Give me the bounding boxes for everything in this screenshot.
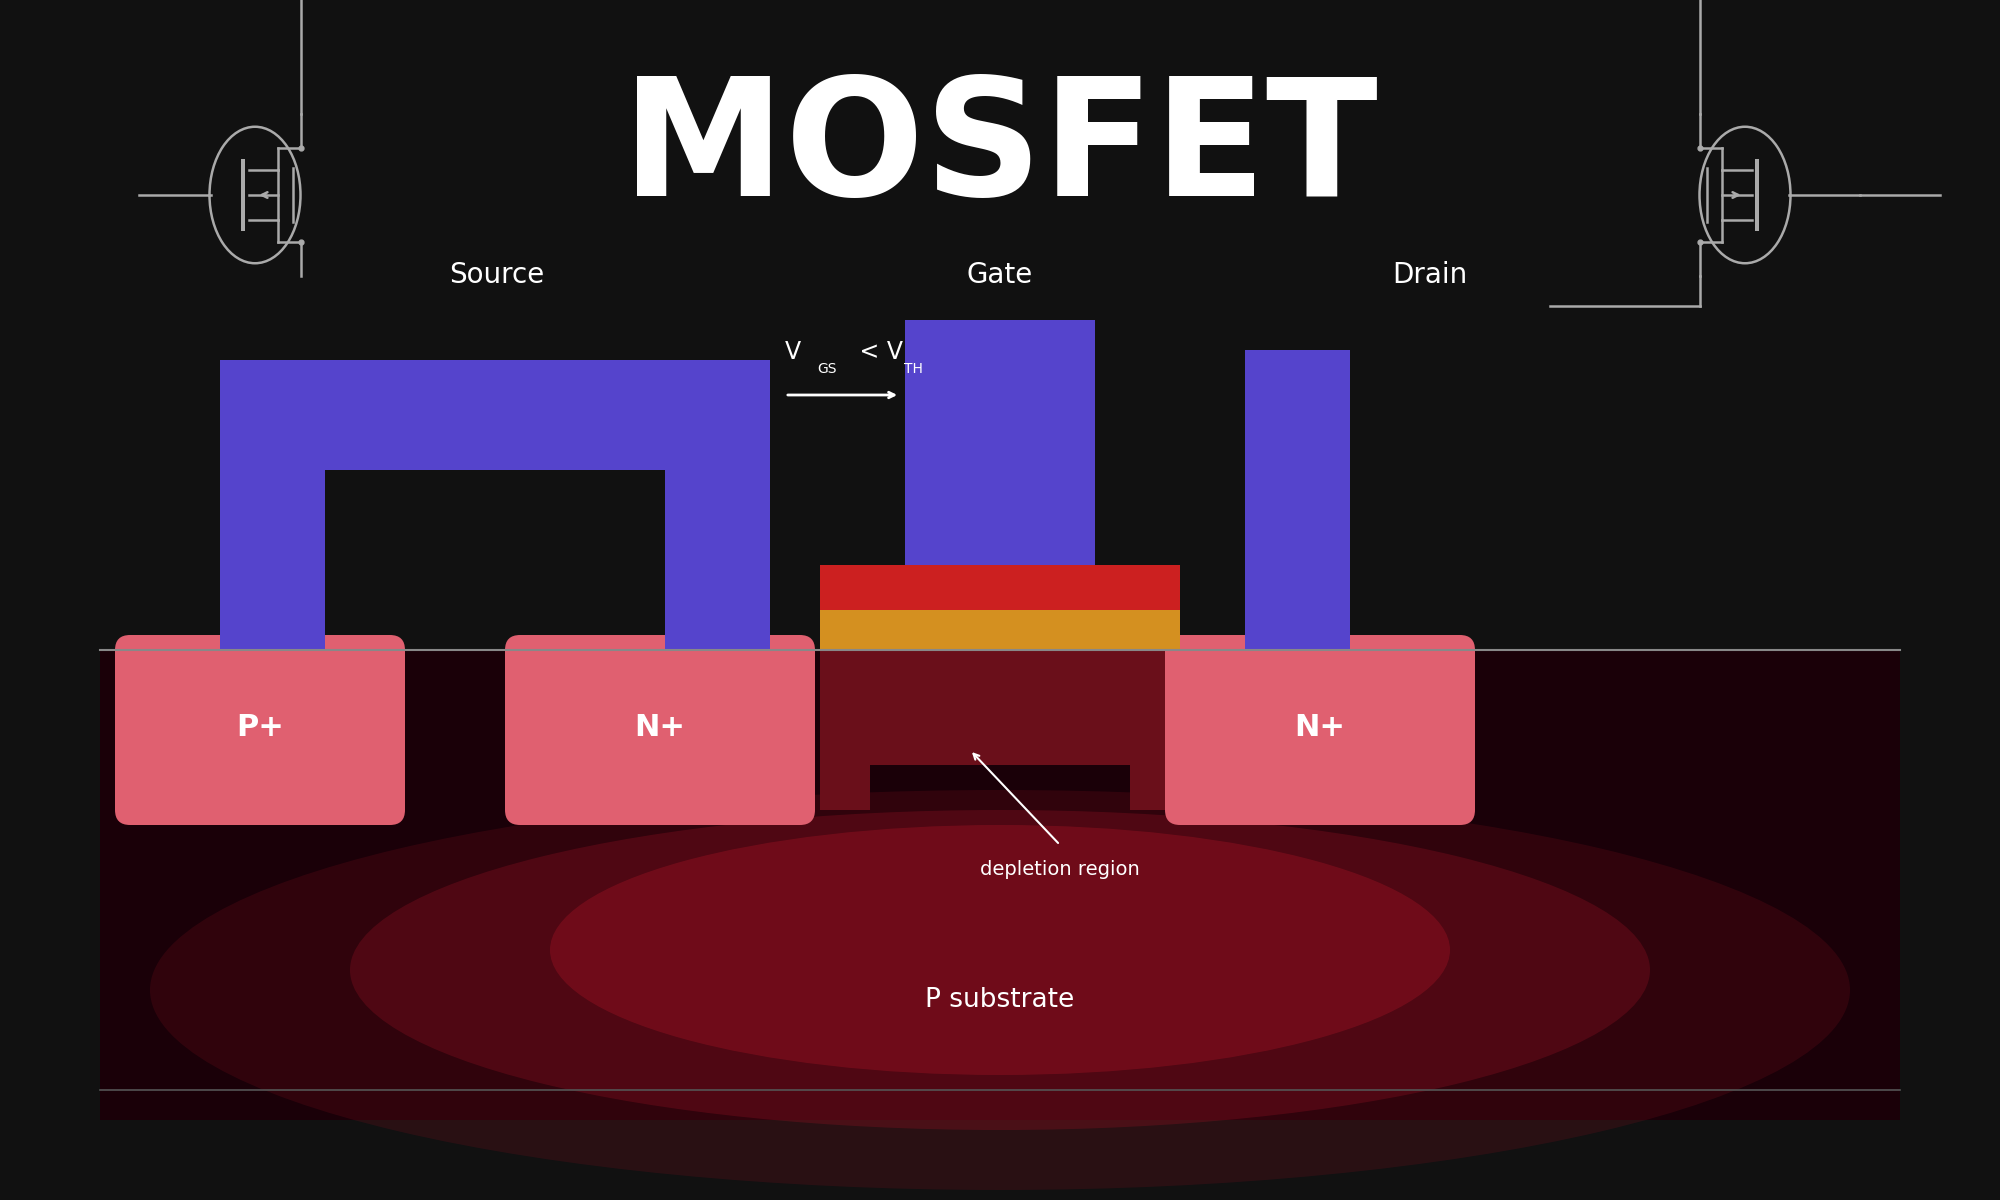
Text: Gate: Gate (966, 260, 1034, 289)
Text: P+: P+ (236, 714, 284, 743)
FancyBboxPatch shape (1164, 635, 1476, 826)
Text: Source: Source (450, 260, 544, 289)
Bar (1244, 350, 1350, 650)
Text: MOSFET: MOSFET (622, 71, 1378, 229)
FancyBboxPatch shape (504, 635, 816, 826)
Text: TH: TH (904, 362, 922, 376)
Text: GS: GS (818, 362, 836, 376)
Text: P substrate: P substrate (926, 986, 1074, 1013)
Bar (220, 430, 324, 650)
Text: depletion region: depletion region (980, 860, 1140, 878)
Bar (100, 650, 1900, 1120)
Bar (664, 430, 770, 650)
Text: V: V (784, 340, 802, 364)
Ellipse shape (150, 790, 1850, 1190)
Bar (906, 320, 1096, 565)
Polygon shape (820, 650, 1180, 810)
FancyBboxPatch shape (116, 635, 404, 826)
Text: N+: N+ (1294, 714, 1346, 743)
Bar (220, 360, 770, 470)
Text: Drain: Drain (1392, 260, 1468, 289)
Bar (820, 610, 1180, 650)
Ellipse shape (550, 826, 1450, 1075)
Ellipse shape (350, 810, 1650, 1130)
Text: N+: N+ (634, 714, 686, 743)
Text: < V: < V (852, 340, 904, 364)
Bar (820, 565, 1180, 610)
